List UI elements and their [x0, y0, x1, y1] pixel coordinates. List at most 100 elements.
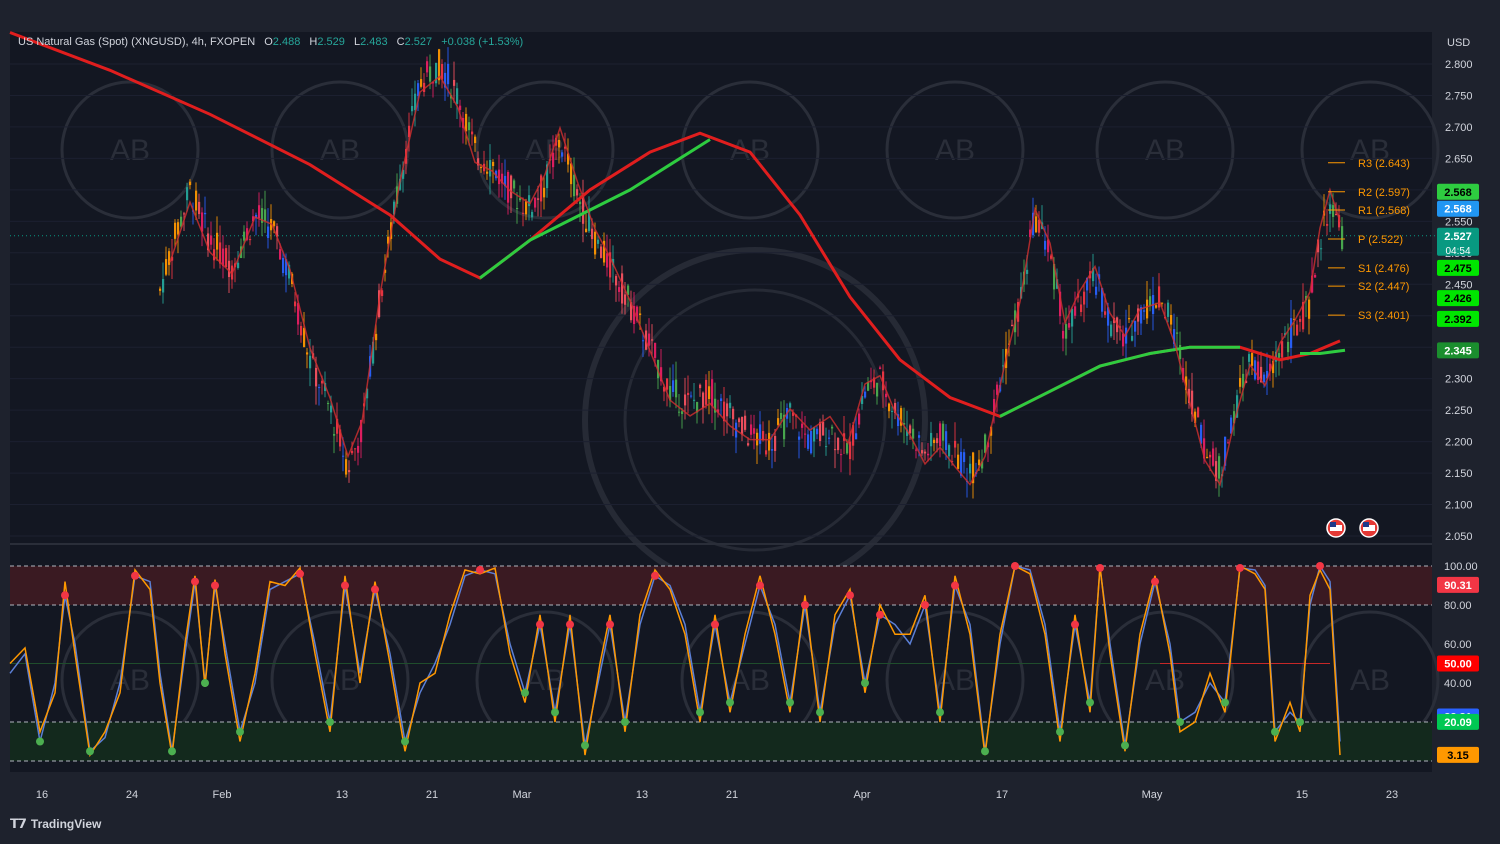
- stoch-cross-up-dot: [86, 747, 94, 756]
- candle-body: [186, 187, 189, 201]
- candle-body: [513, 180, 516, 189]
- price-tick-label: 2.650: [1445, 153, 1473, 165]
- candle-body: [1272, 361, 1275, 374]
- candle-body: [537, 198, 540, 200]
- candle-body: [336, 418, 339, 434]
- osc-tick-label: 40.00: [1444, 678, 1472, 690]
- candle-body: [663, 386, 666, 392]
- candle-body: [1146, 299, 1149, 319]
- stoch-cross-up-dot: [621, 718, 629, 726]
- candle-body: [339, 429, 342, 447]
- candle-body: [633, 305, 636, 325]
- stoch-cross-down-dot: [951, 581, 959, 590]
- candle-body: [717, 409, 720, 413]
- candle-body: [606, 253, 609, 268]
- candle-body: [942, 423, 945, 441]
- pivot-label: S2 (2.447): [1358, 281, 1409, 293]
- stoch-cross-up-dot: [981, 747, 989, 756]
- price-tick-label: 2.450: [1445, 279, 1473, 291]
- candle-body: [1068, 323, 1071, 328]
- price-tag-bg: [1437, 342, 1479, 359]
- candle-body: [441, 64, 444, 80]
- symbol-name[interactable]: US Natural Gas (Spot) (XNGUSD), 4h, FXOP…: [18, 36, 256, 48]
- stoch-cross-down-dot: [876, 610, 884, 619]
- candle-body: [435, 62, 438, 84]
- time-tick-label: 16: [36, 789, 48, 801]
- candle-body: [237, 262, 240, 268]
- candle-body: [855, 433, 858, 440]
- candle-body: [711, 379, 714, 407]
- time-tick-label: 24: [126, 789, 138, 801]
- pivot-label: S1 (2.476): [1358, 263, 1409, 275]
- candle-body: [288, 264, 291, 279]
- candle-body: [708, 386, 711, 400]
- watermark-seal-letters: AB: [320, 134, 360, 167]
- us-flag-stripe-icon: [1330, 525, 1342, 531]
- candle-body: [984, 434, 987, 453]
- candle-body: [228, 260, 231, 278]
- candle-body: [1059, 291, 1062, 317]
- watermark-seal: [1300, 80, 1440, 220]
- candle-body: [819, 422, 822, 441]
- price-tag-text: 2.426: [1444, 293, 1472, 305]
- stoch-cross-up-dot: [1296, 718, 1304, 726]
- candle-body: [522, 212, 525, 214]
- us-flag-canton-icon: [1363, 522, 1369, 527]
- high-value: 2.529: [317, 36, 345, 48]
- candle-body: [864, 391, 867, 398]
- stoch-cross-up-dot: [551, 708, 559, 717]
- candle-body: [825, 446, 828, 448]
- tradingview-wordmark: TradingView: [30, 817, 102, 831]
- candle-body: [1194, 411, 1197, 424]
- price-tick-label: 2.250: [1445, 405, 1473, 417]
- candle-body: [1176, 332, 1179, 334]
- tradingview-logo[interactable]: 𝗧𝟳 TradingView: [10, 816, 101, 832]
- candle-body: [267, 226, 270, 239]
- price-tag-bg: [1437, 290, 1479, 307]
- candle-body: [306, 352, 309, 355]
- candle-body: [1266, 370, 1269, 379]
- candle-body: [279, 249, 282, 260]
- moving-average-line: [479, 138, 711, 280]
- candle-body: [945, 431, 948, 450]
- candle-body: [393, 201, 396, 215]
- candle-body: [204, 212, 207, 215]
- candle-body: [282, 257, 285, 274]
- candle-body: [918, 435, 921, 438]
- candle-body: [615, 276, 618, 286]
- candle-body: [897, 414, 900, 427]
- candle-body: [924, 451, 927, 454]
- candle-body: [195, 190, 198, 211]
- candle-body: [1131, 335, 1134, 341]
- candle-body: [468, 122, 471, 131]
- candle-body: [318, 387, 321, 389]
- candle-body: [1065, 324, 1068, 339]
- candle-body: [939, 423, 942, 447]
- candle-body: [597, 239, 600, 244]
- candle-body: [609, 252, 612, 278]
- candle-body: [558, 139, 561, 148]
- candle-body: [831, 426, 834, 429]
- close-value: 2.527: [404, 36, 433, 48]
- candle-body: [1188, 388, 1191, 404]
- candle-body: [474, 136, 477, 144]
- candle-body: [165, 259, 168, 275]
- candle-body: [444, 72, 447, 88]
- candle-body: [1311, 275, 1314, 293]
- candle-body: [507, 171, 510, 203]
- candle-body: [861, 395, 864, 405]
- candle-body: [579, 201, 582, 205]
- candle-body: [1185, 376, 1188, 391]
- candle-body: [1206, 456, 1209, 459]
- candle-body: [813, 427, 816, 442]
- candle-body: [162, 279, 165, 293]
- stoch-d-line: [9, 564, 1341, 758]
- high-label: H: [309, 36, 318, 48]
- candle-body: [888, 403, 891, 412]
- candle-body: [249, 239, 252, 241]
- candle-body: [429, 66, 432, 82]
- watermark-seal-letters: AB: [525, 134, 565, 167]
- price-tick-label: 2.100: [1445, 500, 1473, 512]
- candle-body: [501, 173, 504, 184]
